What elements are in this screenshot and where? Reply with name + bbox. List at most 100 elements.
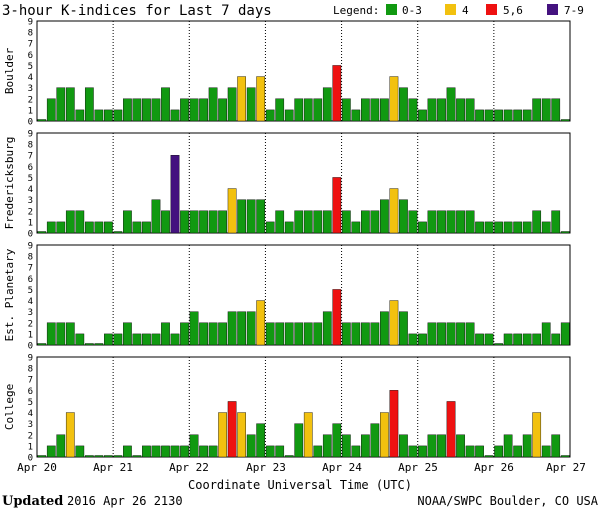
k-index-bar <box>484 109 494 122</box>
k-index-bar <box>332 65 342 122</box>
k-index-bar <box>142 98 151 122</box>
k-index-bar <box>170 109 180 122</box>
k-index-bar <box>123 210 132 234</box>
k-index-bar <box>132 455 142 458</box>
k-index-bar <box>189 98 199 122</box>
k-index-bar <box>437 434 446 458</box>
k-index-bar <box>522 333 532 346</box>
k-index-bar <box>389 76 399 122</box>
k-index-bar <box>256 199 266 234</box>
k-index-bar <box>227 87 237 122</box>
k-index-bar <box>113 231 123 234</box>
k-index-bar <box>265 221 275 234</box>
y-tick-label: 8 <box>28 365 33 375</box>
k-index-bar <box>475 445 484 458</box>
k-index-bar <box>532 98 542 122</box>
x-tick-label: Apr 23 <box>246 461 286 474</box>
panel-station-label: Fredericksburg <box>3 137 16 230</box>
x-axis-title: Coordinate Universal Time (UTC) <box>188 478 412 492</box>
k-index-bar <box>161 210 170 234</box>
k-index-bar <box>56 87 66 122</box>
k-index-bar <box>151 333 161 346</box>
k-index-bar <box>123 445 132 458</box>
y-tick-label: 2 <box>28 95 33 105</box>
k-index-bar <box>484 455 494 458</box>
k-index-bar <box>513 333 523 346</box>
k-index-bar <box>370 98 380 122</box>
k-index-bar <box>418 333 427 346</box>
k-index-bar <box>199 210 208 234</box>
k-index-bar <box>351 322 361 346</box>
k-index-bar <box>427 98 437 122</box>
k-index-bar <box>104 109 113 122</box>
k-index-bar <box>37 455 47 458</box>
k-index-bar <box>437 98 446 122</box>
k-index-bar <box>284 221 294 234</box>
k-index-bar <box>142 445 151 458</box>
k-index-bar <box>246 87 256 122</box>
k-index-bar <box>84 455 94 458</box>
k-index-bar <box>123 322 132 346</box>
k-index-bar <box>361 98 370 122</box>
k-index-bar <box>532 210 542 234</box>
k-index-bar <box>294 322 304 346</box>
k-index-bar <box>389 188 399 234</box>
y-tick-label: 3 <box>28 196 33 206</box>
panel-frame <box>36 132 571 234</box>
k-index-bar <box>275 445 285 458</box>
k-index-bar <box>532 333 542 346</box>
k-index-bar <box>284 322 294 346</box>
k-index-bar <box>84 221 94 234</box>
k-index-bar <box>503 434 513 458</box>
panel-frame <box>36 356 571 458</box>
k-index-bar <box>418 445 427 458</box>
k-index-bar <box>503 109 513 122</box>
x-tick-label: Apr 26 <box>474 461 514 474</box>
legend-text-5-6: 5,6 <box>503 4 523 17</box>
y-tick-label: 5 <box>28 62 33 72</box>
k-index-bar <box>532 412 542 458</box>
k-index-bar <box>303 412 313 458</box>
x-tick-label: Apr 25 <box>398 461 438 474</box>
k-index-bar <box>37 231 47 234</box>
y-tick-label: 2 <box>28 319 33 329</box>
k-index-bar <box>456 210 465 234</box>
k-index-bar <box>123 98 132 122</box>
k-index-bar <box>313 210 323 234</box>
k-index-bar <box>446 87 456 122</box>
k-index-bar <box>399 434 408 458</box>
k-index-bar <box>237 412 246 458</box>
k-index-bar <box>522 109 532 122</box>
k-index-bar <box>208 322 218 346</box>
x-tick-label: Apr 27 <box>546 461 586 474</box>
y-tick-label: 0 <box>28 118 33 128</box>
k-index-bar <box>551 210 561 234</box>
x-tick-label: Apr 20 <box>17 461 57 474</box>
k-index-bar <box>456 98 465 122</box>
k-index-bar <box>84 343 94 346</box>
k-index-bar <box>322 434 332 458</box>
k-index-bar <box>37 343 47 346</box>
k-index-bar <box>237 76 246 122</box>
k-index-bar <box>56 434 66 458</box>
k-index-bar <box>132 98 142 122</box>
k-index-bar <box>456 434 465 458</box>
y-tick-label: 4 <box>28 409 33 419</box>
k-index-bar <box>332 423 342 458</box>
k-index-bar <box>208 87 218 122</box>
k-index-bar <box>475 221 484 234</box>
k-index-bar <box>189 434 199 458</box>
k-index-bar <box>303 210 313 234</box>
y-tick-label: 1 <box>28 106 33 116</box>
k-index-bar <box>513 109 523 122</box>
k-index-bar <box>46 445 56 458</box>
y-tick-label: 7 <box>28 264 33 274</box>
legend-swatch-7-9 <box>547 4 558 15</box>
y-tick-label: 1 <box>28 442 33 452</box>
k-index-bar <box>446 322 456 346</box>
k-index-bar <box>560 322 570 346</box>
y-tick-label: 8 <box>28 141 33 151</box>
y-tick-label: 1 <box>28 218 33 228</box>
